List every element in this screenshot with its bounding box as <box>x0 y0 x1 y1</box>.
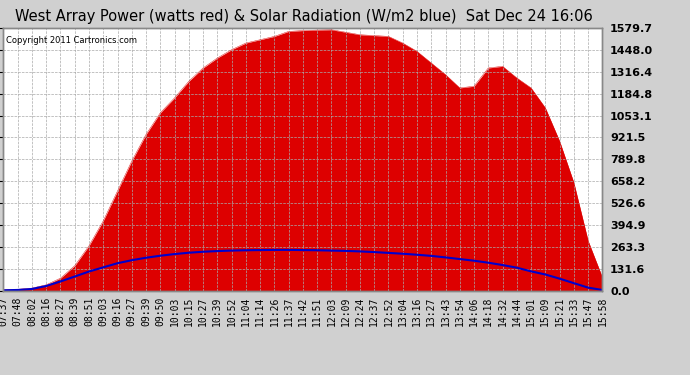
Text: West Array Power (watts red) & Solar Radiation (W/m2 blue)  Sat Dec 24 16:06: West Array Power (watts red) & Solar Rad… <box>14 9 593 24</box>
Text: Copyright 2011 Cartronics.com: Copyright 2011 Cartronics.com <box>6 36 137 45</box>
